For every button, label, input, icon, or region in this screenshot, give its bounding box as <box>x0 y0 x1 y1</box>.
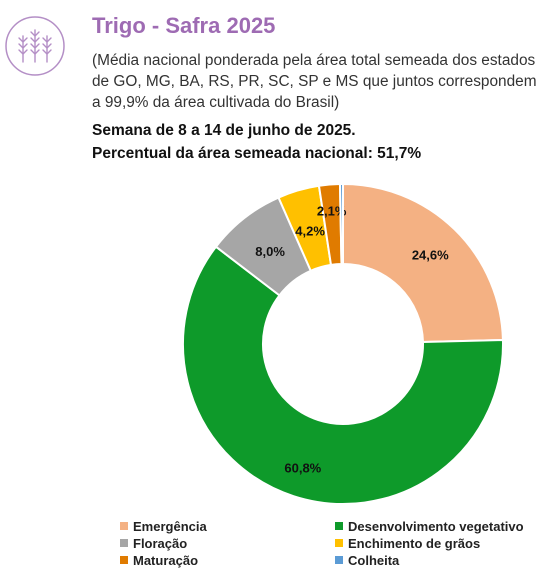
legend-swatch <box>335 556 343 564</box>
legend-item: Emergência <box>120 518 335 534</box>
legend-item: Maturação <box>120 552 335 568</box>
legend-swatch <box>335 539 343 547</box>
percent-label: Percentual da área semeada nacional: 51,… <box>92 145 422 162</box>
data-label: 8,0% <box>255 244 285 259</box>
legend-swatch <box>120 539 128 547</box>
legend-label: Enchimento de grãos <box>348 535 481 551</box>
data-label: 60,8% <box>284 461 321 476</box>
legend-item: Floração <box>120 535 335 551</box>
chart-subtitle: (Média nacional ponderada pela área tota… <box>92 52 537 111</box>
data-label: 24,6% <box>412 248 449 263</box>
slice-emergencia <box>342 182 504 344</box>
donut-chart: 24,6% 60,8% 8,0% 4,2% 2,1% <box>170 176 520 506</box>
legend-label: Colheita <box>348 552 400 568</box>
legend-label: Desenvolvimento vegetativo <box>348 518 524 534</box>
donut-svg: 24,6% 60,8% 8,0% 4,2% 2,1% <box>182 182 504 505</box>
legend-item: Enchimento de grãos <box>335 535 540 551</box>
legend-item: Colheita <box>335 552 540 568</box>
slice-colheita <box>338 182 344 266</box>
legend-item: Desenvolvimento vegetativo <box>335 518 540 534</box>
legend-swatch <box>335 522 343 530</box>
data-label: 2,1% <box>317 203 347 218</box>
wheat-icon <box>5 16 65 76</box>
legend-swatch <box>120 556 128 564</box>
week-label: Semana de 8 a 14 de junho de 2025. <box>92 122 356 139</box>
chart-legend: Emergência Desenvolvimento vegetativo Flor… <box>120 518 540 568</box>
legend-label: Emergência <box>133 518 207 534</box>
legend-swatch <box>120 522 128 530</box>
chart-title: Trigo - Safra 2025 <box>92 13 276 38</box>
legend-label: Maturação <box>133 552 199 568</box>
data-label: 4,2% <box>295 224 325 239</box>
slice-desenvolvimento-vegetativo <box>182 245 504 505</box>
legend-label: Floração <box>133 535 188 551</box>
